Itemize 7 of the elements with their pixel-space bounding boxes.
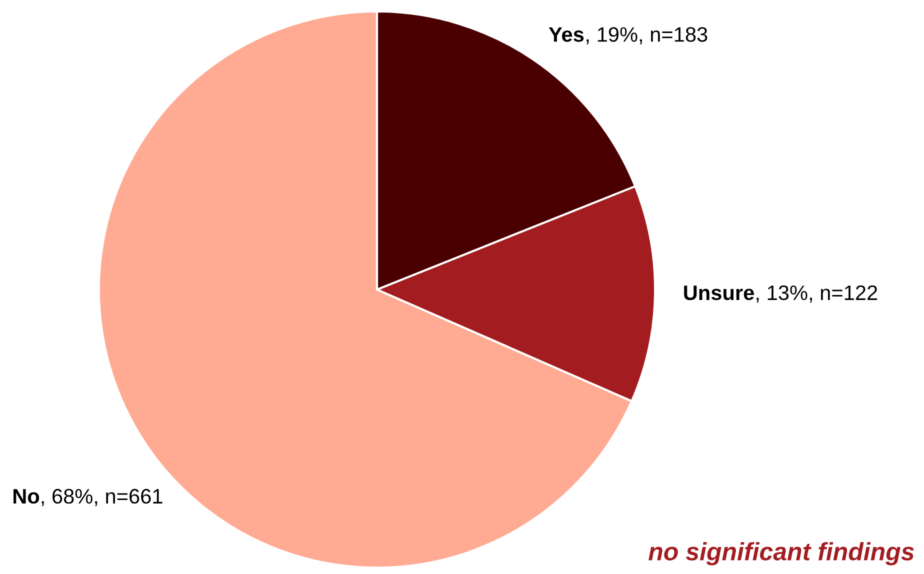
- slice-label: Unsure: [684, 286, 754, 300]
- text: no significant findings: [648, 542, 914, 566]
- slice-label: Yes: [548, 27, 584, 42]
- data-label: , 19%, n=183: [586, 27, 708, 44]
- slice-label: No: [14, 489, 40, 504]
- data-label: , 68%, n=661: [42, 488, 162, 506]
- data-label: , 13%, n=122: [756, 285, 878, 303]
